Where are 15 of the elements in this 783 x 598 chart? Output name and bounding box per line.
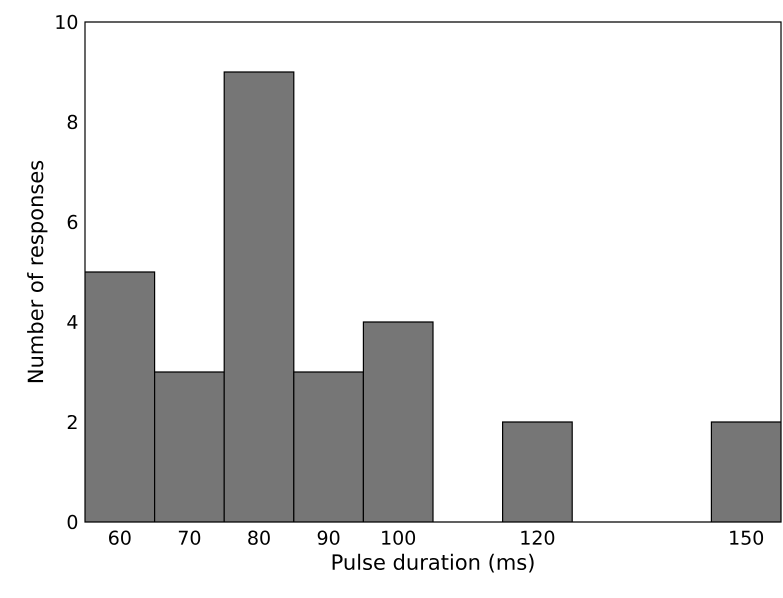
- x-axis-title: Pulse duration (ms): [332, 554, 534, 572]
- x-tick-label: 90: [318, 530, 340, 545]
- y-tick-label: 10: [56, 14, 78, 30]
- y-tick-label: 4: [67, 315, 78, 329]
- x-tick-label: 100: [382, 530, 416, 545]
- x-tick-label: 120: [521, 530, 554, 545]
- y-tick-label: 8: [68, 114, 78, 130]
- x-tick-label: 60: [109, 530, 131, 545]
- y-tick-label: 6: [68, 214, 78, 230]
- y-tick-label: 0: [68, 514, 78, 530]
- x-tick-label: 80: [248, 530, 270, 545]
- x-tick-label: 70: [178, 530, 200, 545]
- x-tick-label: 150: [730, 530, 764, 545]
- y-tick-label: 2: [68, 414, 77, 430]
- y-axis-title: Number of responses: [27, 160, 48, 382]
